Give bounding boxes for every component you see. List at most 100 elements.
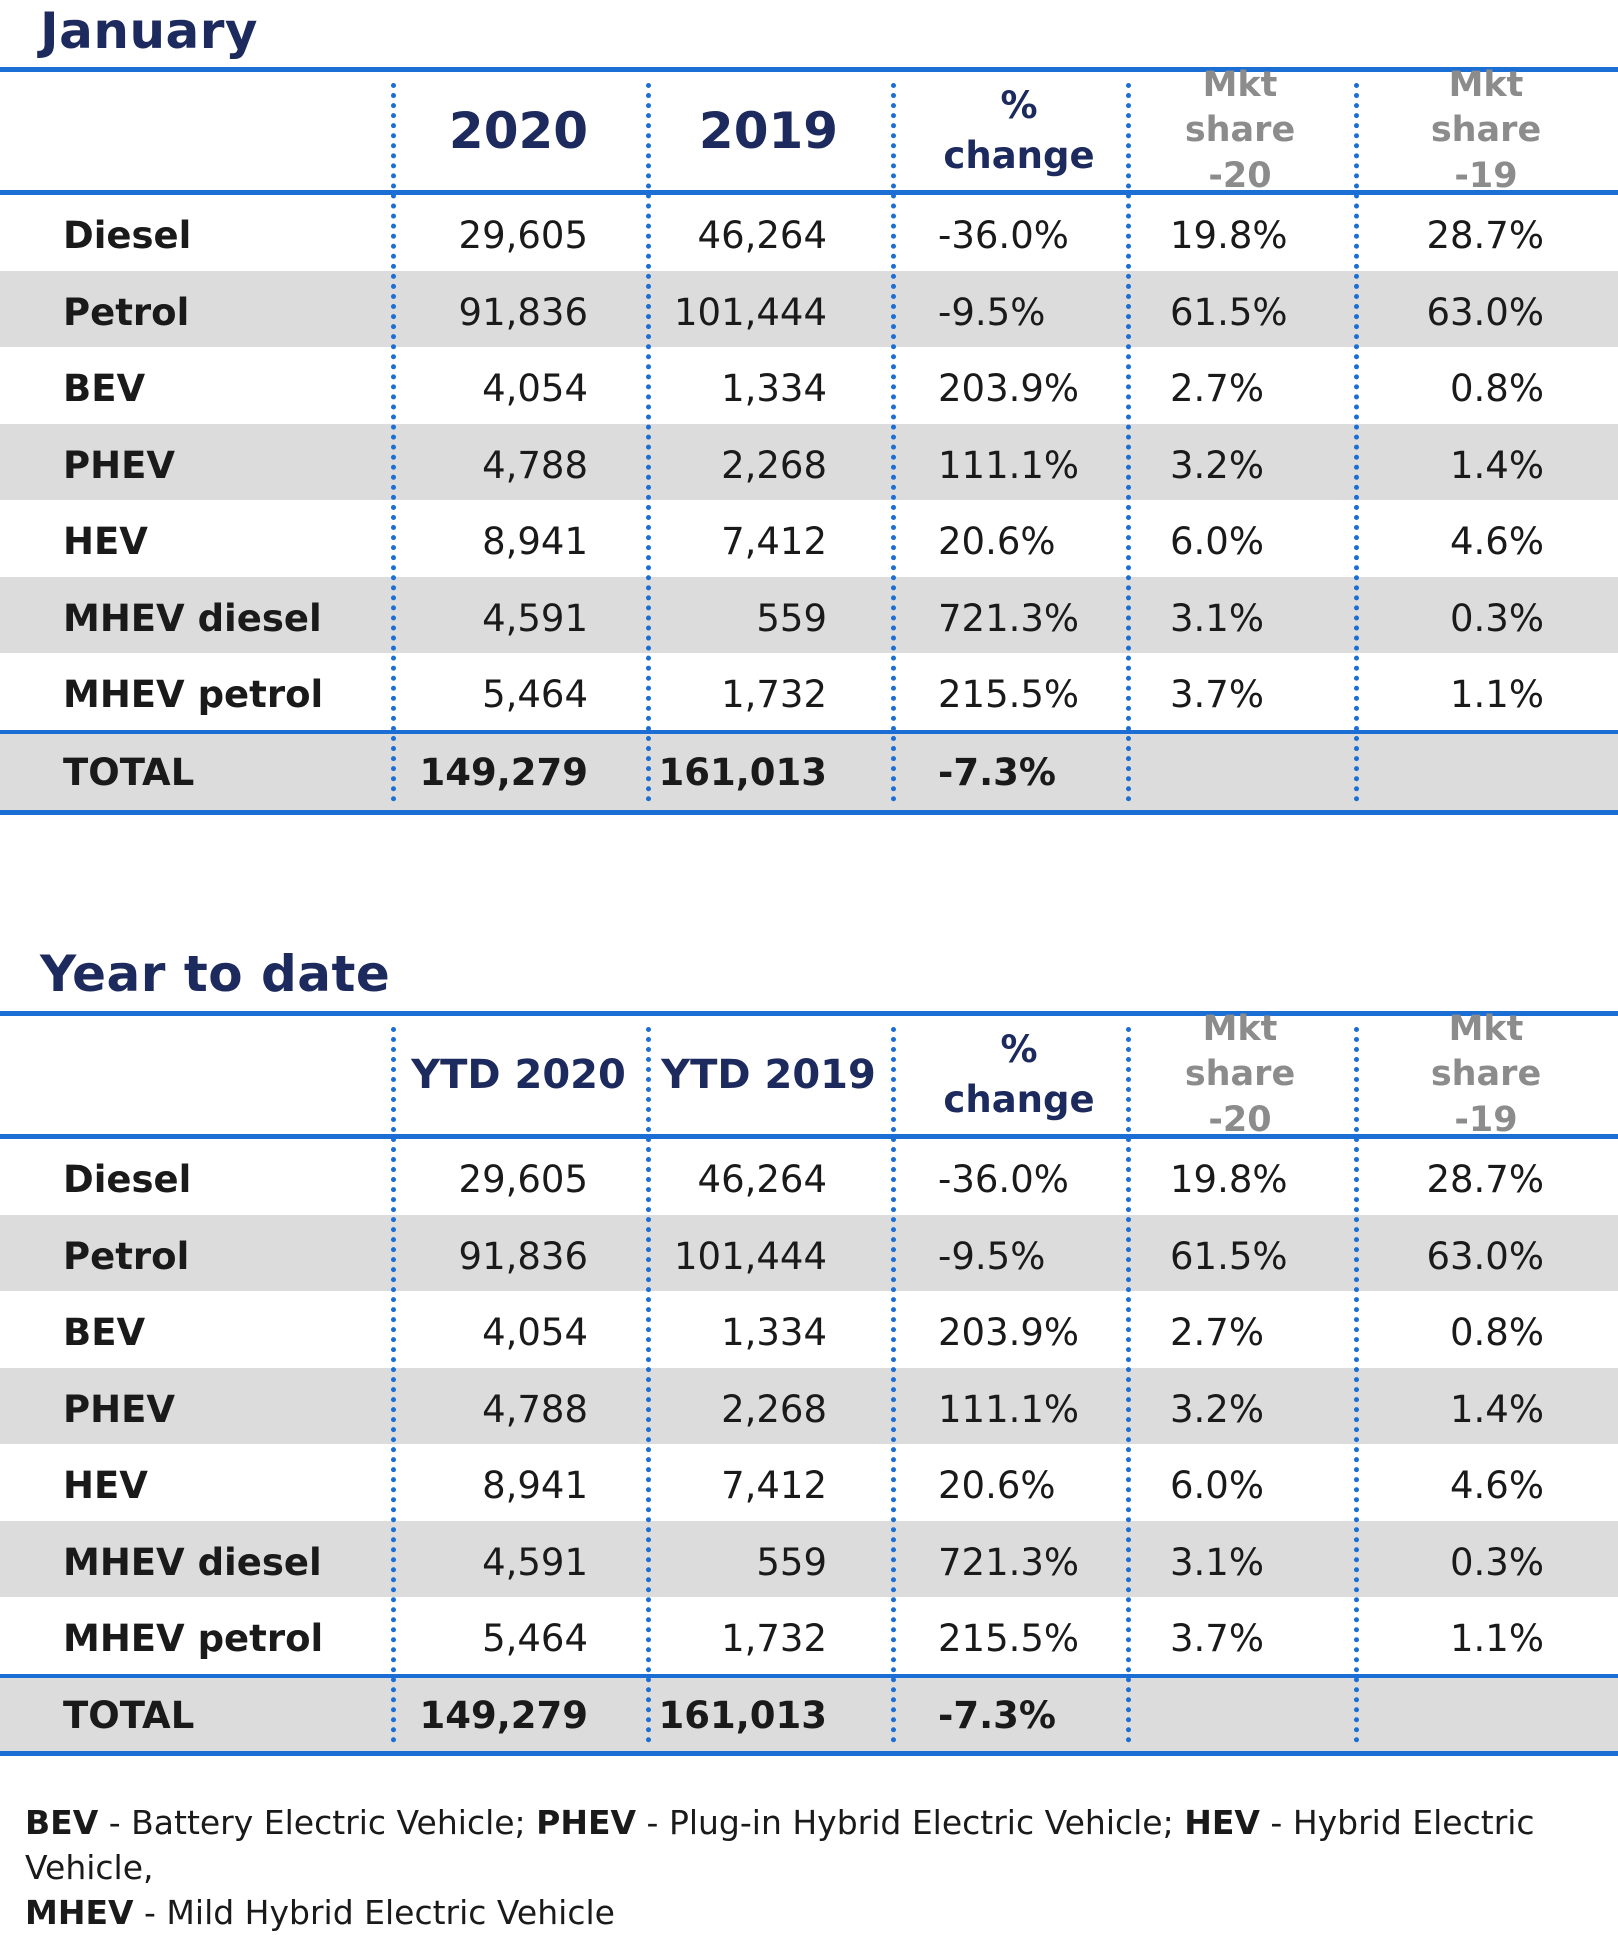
table-cell: 1.4% xyxy=(1450,1387,1544,1431)
row-label: MHEV petrol xyxy=(63,1617,324,1660)
table-rule xyxy=(0,1134,1618,1139)
table-cell: -36.0% xyxy=(938,1158,1069,1201)
table-cell: 46,264 xyxy=(697,214,827,257)
table-rule xyxy=(0,729,1618,734)
table-cell: 2,268 xyxy=(721,1387,827,1431)
table-cell: 101,444 xyxy=(673,290,827,334)
table-cell: 4,054 xyxy=(482,1311,588,1354)
row-label: HEV xyxy=(63,1464,148,1507)
column-header-4: Mkt share -20 xyxy=(1184,1008,1296,1140)
table-cell: 61.5% xyxy=(1170,290,1288,334)
row-label: MHEV diesel xyxy=(63,596,322,640)
table-cell: 203.9% xyxy=(938,1311,1080,1354)
column-header-5: Mkt share -19 xyxy=(1430,1008,1542,1140)
table-cell: 149,279 xyxy=(419,1693,588,1737)
table-cell: 63.0% xyxy=(1426,290,1544,334)
table-cell: 3.2% xyxy=(1170,1387,1264,1431)
table-cell: 7,412 xyxy=(721,1464,827,1507)
table-cell: 8,941 xyxy=(482,1464,588,1507)
column-header-1: YTD 2020 xyxy=(411,1052,626,1098)
table-cell: 0.8% xyxy=(1450,367,1544,410)
column-divider xyxy=(1126,83,1131,802)
table-cell: 63.0% xyxy=(1426,1234,1544,1278)
table-rule xyxy=(0,1011,1618,1016)
table-cell: 1,732 xyxy=(721,673,827,716)
total-label: TOTAL xyxy=(63,1693,195,1737)
row-label: PHEV xyxy=(63,443,175,487)
table-cell: 1.4% xyxy=(1450,443,1544,487)
table-cell: 3.7% xyxy=(1170,673,1264,716)
column-divider xyxy=(1126,1027,1131,1743)
table-rule xyxy=(0,810,1618,815)
column-header-2: YTD 2019 xyxy=(661,1052,876,1098)
footnote-abbr-bev: BEV xyxy=(25,1803,99,1842)
table-cell: 1,334 xyxy=(721,1311,827,1354)
table-cell: 5,464 xyxy=(482,1617,588,1660)
column-divider xyxy=(1354,1027,1359,1743)
table-cell: 0.3% xyxy=(1450,596,1544,640)
table-cell: 8,941 xyxy=(482,520,588,563)
footnote: BEV - Battery Electric Vehicle; PHEV - P… xyxy=(25,1800,1605,1935)
section-title: January xyxy=(40,2,259,60)
table-cell: 4.6% xyxy=(1450,520,1544,563)
table-cell: 4.6% xyxy=(1450,1464,1544,1507)
table-cell: 20.6% xyxy=(938,520,1056,563)
table-cell: 559 xyxy=(756,1540,827,1584)
row-label: Diesel xyxy=(63,214,192,257)
table-cell: 6.0% xyxy=(1170,1464,1264,1507)
row-label: BEV xyxy=(63,1311,146,1354)
table-cell: 6.0% xyxy=(1170,520,1264,563)
table-cell: 3.2% xyxy=(1170,443,1264,487)
column-header-3: % change xyxy=(943,84,1095,177)
table-cell: 2,268 xyxy=(721,443,827,487)
table-cell: 111.1% xyxy=(938,1387,1080,1431)
table-cell: 0.8% xyxy=(1450,1311,1544,1354)
table-cell: 91,836 xyxy=(458,1234,588,1278)
table-cell: 61.5% xyxy=(1170,1234,1288,1278)
column-divider xyxy=(391,1027,396,1743)
footnote-text-hev: - Hybrid Electric Vehicle, xyxy=(25,1803,1535,1887)
column-divider xyxy=(891,1027,896,1743)
table-cell: 2.7% xyxy=(1170,367,1264,410)
column-header-5: Mkt share -19 xyxy=(1430,64,1542,196)
total-label: TOTAL xyxy=(63,750,195,794)
table-cell: 4,591 xyxy=(482,596,588,640)
column-divider xyxy=(891,83,896,802)
table-cell: -9.5% xyxy=(938,290,1046,334)
footnote-abbr-hev: HEV xyxy=(1184,1803,1260,1842)
table-cell: 2.7% xyxy=(1170,1311,1264,1354)
row-stripe xyxy=(0,576,1618,653)
table-cell: 721.3% xyxy=(938,596,1080,640)
table-rule xyxy=(0,1673,1618,1678)
table-cell: 7,412 xyxy=(721,520,827,563)
table-cell: -36.0% xyxy=(938,214,1069,257)
table-cell: 215.5% xyxy=(938,673,1080,716)
table-cell: 19.8% xyxy=(1170,1158,1288,1201)
row-stripe xyxy=(0,1520,1618,1597)
table-cell: 46,264 xyxy=(697,1158,827,1201)
column-divider xyxy=(646,1027,651,1743)
footnote-text-phev: - Plug-in Hybrid Electric Vehicle; xyxy=(636,1803,1185,1842)
column-divider xyxy=(646,83,651,802)
table-rule xyxy=(0,1751,1618,1756)
table-cell: 4,788 xyxy=(482,1387,588,1431)
table-rule xyxy=(0,67,1618,72)
table-cell: 3.7% xyxy=(1170,1617,1264,1660)
table-cell: 149,279 xyxy=(419,750,588,794)
column-header-3: % change xyxy=(943,1028,1095,1121)
row-label: HEV xyxy=(63,520,148,563)
table-cell: 29,605 xyxy=(458,214,588,257)
table-cell: 4,788 xyxy=(482,443,588,487)
row-label: Petrol xyxy=(63,290,190,334)
table-cell: 3.1% xyxy=(1170,1540,1264,1584)
table-cell: 161,013 xyxy=(658,1693,827,1737)
table-cell: 0.3% xyxy=(1450,1540,1544,1584)
table-cell: 721.3% xyxy=(938,1540,1080,1584)
table-cell: 1,334 xyxy=(721,367,827,410)
row-label: PHEV xyxy=(63,1387,175,1431)
table-cell: 20.6% xyxy=(938,1464,1056,1507)
table-cell: 28.7% xyxy=(1426,214,1544,257)
table-cell: 3.1% xyxy=(1170,596,1264,640)
table-cell: 29,605 xyxy=(458,1158,588,1201)
